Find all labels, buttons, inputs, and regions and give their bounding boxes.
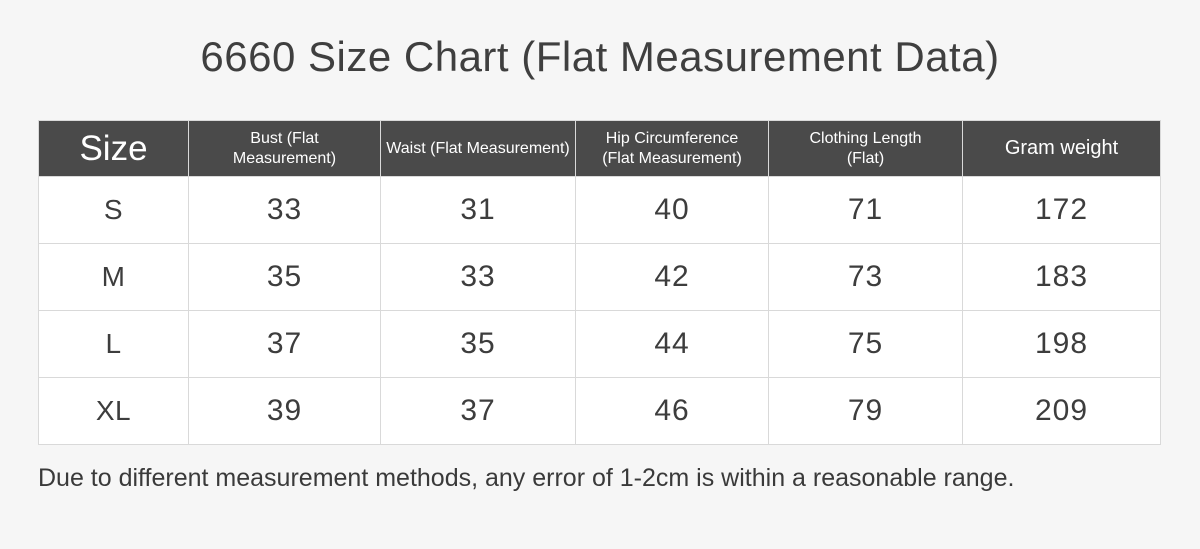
cell-gram-weight: 172 [962,176,1161,244]
column-header-bust-label: Bust (Flat Measurement) [232,129,337,167]
cell-hip: 44 [575,310,769,378]
cell-size: S [38,176,189,244]
column-header-waist-label: Waist (Flat Measurement) [386,139,570,157]
cell-size: L [38,310,189,378]
cell-hip: 40 [575,176,769,244]
table-row-l: L 37 35 44 75 198 [38,310,1161,378]
cell-gram-weight: 183 [962,243,1161,311]
column-header-clothing-length-label: Clothing Length (Flat) [809,129,922,167]
cell-waist: 35 [380,310,576,378]
cell-gram-weight: 209 [962,377,1161,445]
cell-gram-weight: 198 [962,310,1161,378]
cell-bust: 39 [188,377,381,445]
cell-size: M [38,243,189,311]
cell-size: XL [38,377,189,445]
column-header-hip: Hip Circumference (Flat Measurement) [575,120,769,177]
cell-hip: 42 [575,243,769,311]
cell-clothing-length: 75 [768,310,963,378]
cell-bust: 33 [188,176,381,244]
table-row-s: S 33 31 40 71 172 [38,176,1161,244]
measurement-disclaimer: Due to different measurement methods, an… [38,464,1015,492]
column-header-size: Size [38,120,189,177]
cell-bust: 37 [188,310,381,378]
table-row-m: M 35 33 42 73 183 [38,243,1161,311]
cell-clothing-length: 71 [768,176,963,244]
column-header-clothing-length: Clothing Length (Flat) [768,120,963,177]
column-header-bust: Bust (Flat Measurement) [188,120,381,177]
cell-clothing-length: 79 [768,377,963,445]
cell-waist: 33 [380,243,576,311]
column-header-waist: Waist (Flat Measurement) [380,120,576,177]
cell-bust: 35 [188,243,381,311]
column-header-gram-weight-label: Gram weight [1004,137,1119,159]
cell-waist: 31 [380,176,576,244]
column-header-size-label: Size [79,128,148,168]
size-chart-table: Size Bust (Flat Measurement) Waist (Flat… [38,120,1161,445]
table-row-xl: XL 39 37 46 79 209 [38,377,1161,445]
column-header-gram-weight: Gram weight [962,120,1161,177]
table-header-row: Size Bust (Flat Measurement) Waist (Flat… [38,120,1161,177]
page-title: 6660 Size Chart (Flat Measurement Data) [200,33,1000,80]
cell-waist: 37 [380,377,576,445]
cell-hip: 46 [575,377,769,445]
column-header-hip-label: Hip Circumference (Flat Measurement) [602,129,742,167]
cell-clothing-length: 73 [768,243,963,311]
